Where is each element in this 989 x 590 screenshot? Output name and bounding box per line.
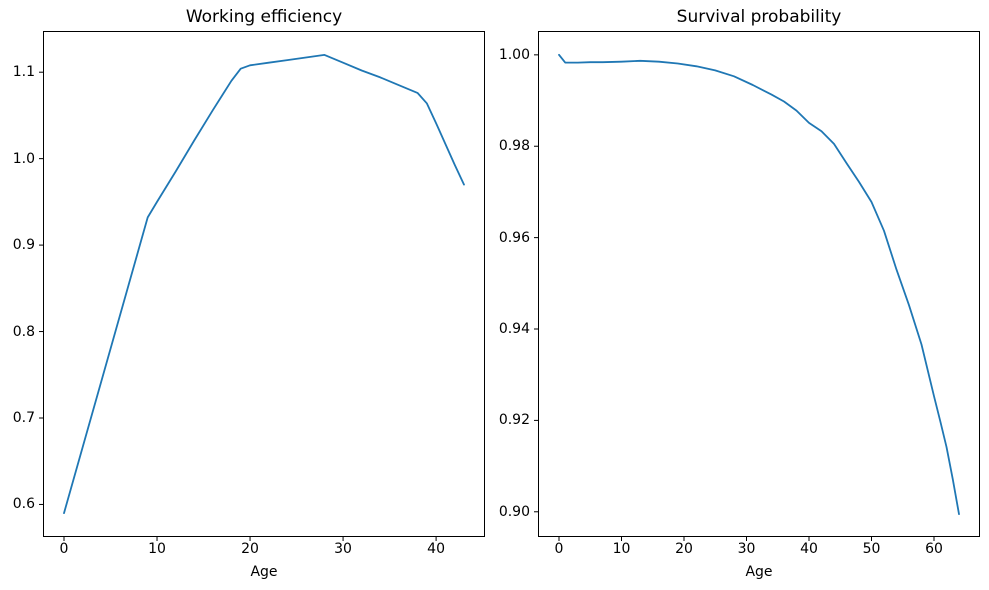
x-axis-label: Age xyxy=(250,564,278,580)
x-tick-label: 10 xyxy=(148,541,166,557)
y-tick-label: 0.98 xyxy=(498,138,530,155)
chart-title: Working efficiency xyxy=(185,7,343,27)
line-plot xyxy=(39,53,465,541)
y-tick-label: 0.9 xyxy=(12,237,35,254)
axes-survival-probability: Survival probability Age 0 10 20 30 40 50 60 0.… xyxy=(499,7,980,580)
y-tick-label: 0.6 xyxy=(12,496,35,513)
chart-title: Survival probability xyxy=(676,7,842,27)
data-line xyxy=(63,53,465,515)
x-tick-label: 40 xyxy=(427,541,445,557)
x-tick-label: 0 xyxy=(59,541,69,557)
y-tick-label: 0.8 xyxy=(12,323,35,340)
x-tick-label: 30 xyxy=(334,541,352,557)
y-tick-label: 0.96 xyxy=(498,229,530,246)
y-tick-label: 0.94 xyxy=(498,321,530,337)
y-tick-label: 0.90 xyxy=(498,503,530,520)
x-tick-label: 60 xyxy=(925,541,943,557)
data-line xyxy=(558,53,960,516)
axes-working-efficiency: Working efficiency Age 0 10 20 30 40 0.6 0.7 0.… xyxy=(13,7,485,580)
y-tick-label: 0.92 xyxy=(498,412,530,429)
x-tick-label: 0 xyxy=(554,541,564,557)
y-tick-label: 1.1 xyxy=(12,64,35,81)
y-tick-label: 0.7 xyxy=(12,409,35,426)
x-tick-label: 20 xyxy=(675,541,693,557)
x-tick-label: 50 xyxy=(862,541,881,557)
y-tick-label: 1.0 xyxy=(12,150,35,167)
x-tick-label: 20 xyxy=(241,541,259,557)
x-axis-label: Age xyxy=(745,564,773,580)
x-tick-label: 30 xyxy=(737,541,756,557)
x-tick-label: 10 xyxy=(612,541,631,557)
line-plot xyxy=(534,53,960,541)
x-tick-label: 40 xyxy=(800,541,818,557)
y-tick-label: 1.00 xyxy=(498,46,530,63)
